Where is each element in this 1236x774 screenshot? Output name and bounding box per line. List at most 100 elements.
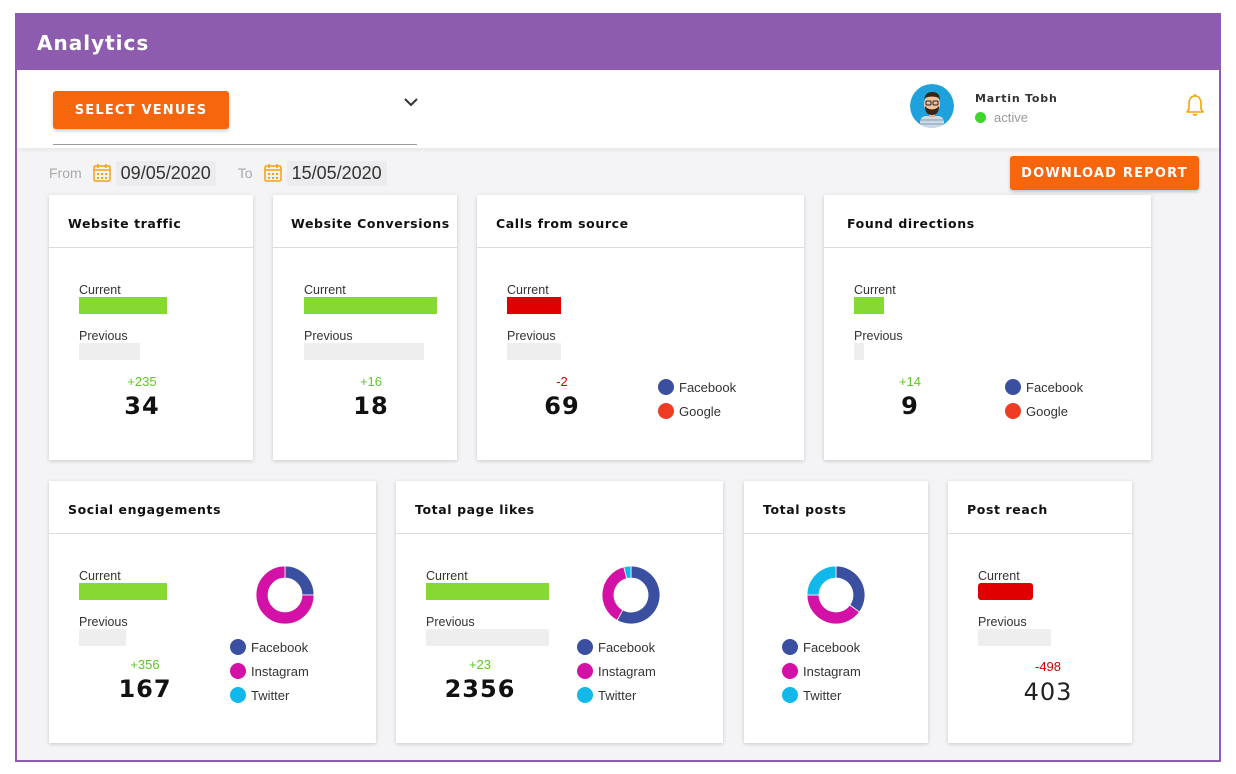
current-bar <box>304 297 437 314</box>
donut-chart <box>601 565 661 625</box>
date-range: From 09/05/2020 To 15/05/2020 <box>49 160 409 186</box>
legend: Facebook Instagram Twitter <box>230 635 309 707</box>
download-report-button[interactable]: DOWNLOAD REPORT <box>1010 156 1199 190</box>
current-label: Current <box>854 283 896 297</box>
user-status-label: active <box>994 110 1028 125</box>
change-value: +14 <box>898 374 922 389</box>
calendar-icon[interactable] <box>263 163 283 183</box>
previous-bar <box>507 343 561 360</box>
avatar[interactable] <box>910 84 954 128</box>
previous-label: Previous <box>507 329 556 343</box>
card-website-traffic: Website traffic Current Previous +235 34 <box>49 195 253 460</box>
current-bar <box>854 297 884 314</box>
divider <box>273 247 457 248</box>
current-label: Current <box>978 569 1020 583</box>
card-total-posts: Total posts Facebook Instagram Twitter <box>744 481 928 743</box>
instagram-dot-icon <box>577 663 593 679</box>
google-dot-icon <box>658 403 674 419</box>
legend-item-facebook: Facebook <box>1005 375 1083 399</box>
card-total-page-likes: Total page likes Current Previous +23 23… <box>396 481 723 743</box>
legend-label: Google <box>1026 403 1068 419</box>
divider <box>396 533 723 534</box>
legend: Facebook Instagram Twitter <box>782 635 861 707</box>
legend-item-facebook: Facebook <box>577 635 656 659</box>
card-title: Website Conversions <box>291 216 450 231</box>
legend-item-facebook: Facebook <box>658 375 736 399</box>
donut-slice-facebook <box>284 565 315 596</box>
previous-label: Previous <box>978 615 1027 629</box>
legend-label: Twitter <box>598 687 637 703</box>
previous-bar <box>426 629 549 646</box>
card-social-engagements: Social engagements Current Previous +356… <box>49 481 376 743</box>
current-label: Current <box>79 283 121 297</box>
instagram-dot-icon <box>782 663 798 679</box>
to-label: To <box>237 165 253 181</box>
legend-item-instagram: Instagram <box>577 659 656 683</box>
previous-label: Previous <box>79 329 128 343</box>
legend-item-google: Google <box>658 399 736 423</box>
change-value: +16 <box>359 374 383 389</box>
twitter-dot-icon <box>577 687 593 703</box>
change-value: +23 <box>468 657 492 672</box>
legend-label: Facebook <box>1026 379 1084 395</box>
from-date-input[interactable]: 09/05/2020 <box>115 160 216 186</box>
card-title: Total page likes <box>415 502 535 517</box>
current-label: Current <box>507 283 549 297</box>
legend-item-google: Google <box>1005 399 1083 423</box>
previous-bar <box>304 343 424 360</box>
donut-slice-instagram <box>255 565 315 625</box>
previous-bar <box>978 629 1051 646</box>
select-venues-button[interactable]: SELECT VENUES <box>53 91 229 129</box>
to-date-input[interactable]: 15/05/2020 <box>286 160 387 186</box>
calendar-icon[interactable] <box>92 163 112 183</box>
status-dot-icon <box>975 112 986 123</box>
google-dot-icon <box>1005 403 1021 419</box>
facebook-dot-icon <box>230 639 246 655</box>
current-bar <box>978 583 1033 600</box>
legend-item-facebook: Facebook <box>230 635 309 659</box>
facebook-dot-icon <box>577 639 593 655</box>
chevron-down-icon[interactable] <box>401 95 421 109</box>
current-bar <box>426 583 549 600</box>
bell-icon[interactable] <box>1184 93 1206 117</box>
legend-label: Instagram <box>598 663 656 679</box>
legend-item-twitter: Twitter <box>782 683 861 707</box>
venue-select-underline <box>53 144 417 145</box>
metric-value: 9 <box>901 392 919 420</box>
previous-bar <box>79 343 140 360</box>
card-calls-from-source: Calls from source Current Previous -2 69… <box>477 195 804 460</box>
card-title: Post reach <box>967 502 1048 517</box>
divider <box>477 247 804 248</box>
card-title: Total posts <box>763 502 847 517</box>
current-bar <box>79 297 167 314</box>
current-label: Current <box>426 569 468 583</box>
legend-label: Twitter <box>251 687 290 703</box>
legend: Facebook Google <box>1005 375 1083 423</box>
legend: Facebook Google <box>658 375 736 423</box>
legend-label: Google <box>679 403 721 419</box>
legend-item-facebook: Facebook <box>782 635 861 659</box>
donut-chart <box>255 565 315 625</box>
facebook-dot-icon <box>782 639 798 655</box>
donut-slice-twitter <box>623 565 632 580</box>
metric-value: 167 <box>118 675 172 703</box>
previous-label: Previous <box>426 615 475 629</box>
current-bar <box>79 583 167 600</box>
top-bar: SELECT VENUES Martin Tobh active <box>17 70 1219 148</box>
legend-item-instagram: Instagram <box>230 659 309 683</box>
card-title: Calls from source <box>496 216 629 231</box>
card-title: Found directions <box>847 216 975 231</box>
current-label: Current <box>79 569 121 583</box>
current-label: Current <box>304 283 346 297</box>
donut-slice-facebook <box>616 565 661 625</box>
current-bar <box>507 297 561 314</box>
legend: Facebook Instagram Twitter <box>577 635 656 707</box>
divider <box>744 533 928 534</box>
legend-item-twitter: Twitter <box>230 683 309 707</box>
facebook-dot-icon <box>658 379 674 395</box>
previous-label: Previous <box>79 615 128 629</box>
previous-label: Previous <box>304 329 353 343</box>
card-found-directions: Found directions Current Previous +14 9 … <box>824 195 1151 460</box>
metric-value: 34 <box>124 392 160 420</box>
card-post-reach: Post reach Current Previous -498 403 <box>948 481 1132 743</box>
